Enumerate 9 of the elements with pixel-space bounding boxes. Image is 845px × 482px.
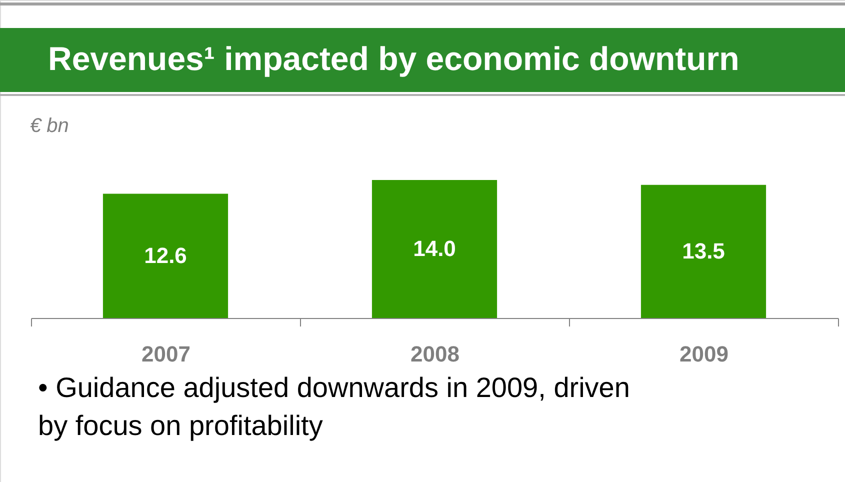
text: • Guidance adjusted downwards in 2009, driven by focus on profitability: [38, 372, 630, 441]
data-label: 14.0: [413, 236, 456, 261]
x-tick-label: 2009: [680, 342, 728, 366]
data-label: 13.5: [682, 238, 725, 264]
chart-title: Revenues¹ impacted by economic downturn: [48, 40, 740, 77]
y-axis-title: € bn: [30, 115, 69, 137]
x-tick-label: 2008: [410, 342, 460, 366]
data-label: 12.6: [144, 242, 187, 268]
x-tick-label: 2007: [142, 342, 190, 366]
